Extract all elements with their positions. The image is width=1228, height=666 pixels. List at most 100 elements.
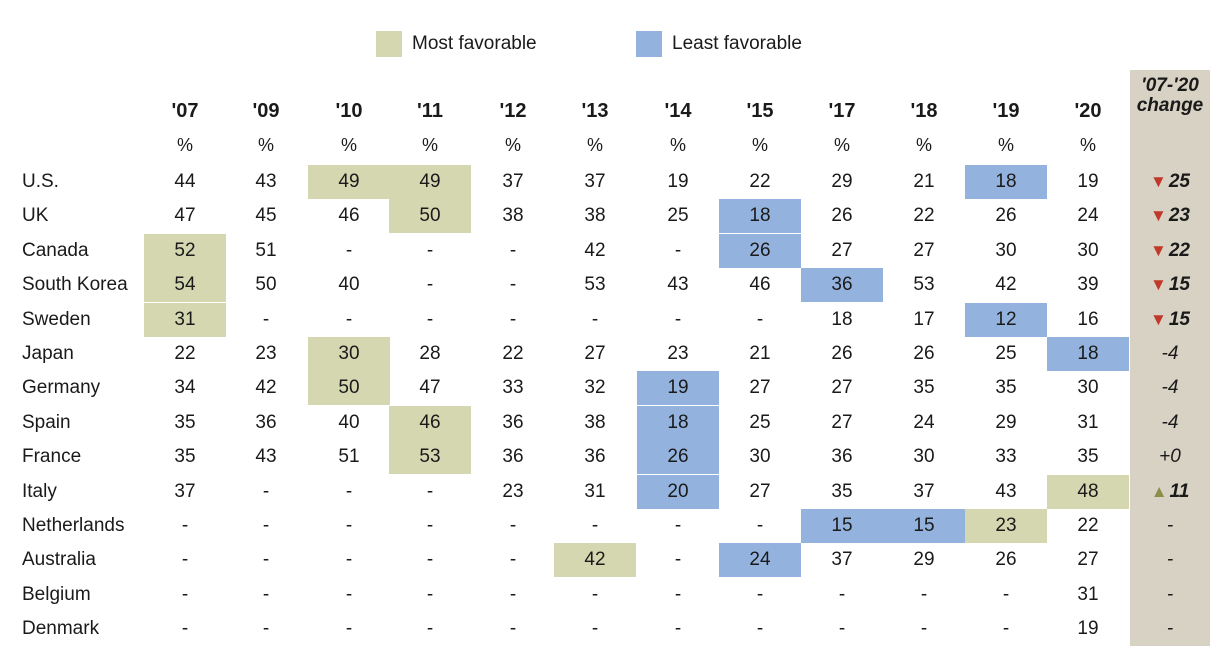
table-cell-value: 16 bbox=[1077, 308, 1099, 330]
column-header-year: '09 bbox=[252, 99, 280, 122]
table-cell-value: 21 bbox=[749, 343, 771, 364]
change-cell: ▲ 11 bbox=[1130, 475, 1210, 509]
table-cell-value: - bbox=[426, 515, 434, 536]
table-cell-value: 22 bbox=[502, 343, 524, 364]
table-cell-value: - bbox=[426, 239, 434, 261]
table-cell-value: - bbox=[838, 583, 846, 605]
row-label-country: Belgium bbox=[22, 583, 91, 605]
table-cell-value: - bbox=[756, 618, 764, 640]
column-unit-label: % bbox=[340, 134, 357, 155]
table-cell-value: 26 bbox=[831, 205, 853, 227]
table-cell-value: 22 bbox=[174, 343, 196, 364]
row-label-country: France bbox=[22, 446, 82, 468]
table-cell-value: 50 bbox=[255, 274, 277, 296]
table-cell-value: 42 bbox=[584, 239, 606, 261]
table-cell-value: 33 bbox=[502, 377, 524, 399]
row-label-country: Germany bbox=[22, 377, 101, 399]
change-cell: -4 bbox=[1130, 406, 1210, 440]
table-cell-value: - bbox=[262, 549, 270, 571]
table-cell-value: - bbox=[262, 515, 270, 536]
table-cell-value: 35 bbox=[913, 377, 935, 399]
down-arrow-icon: ▼ bbox=[1150, 206, 1167, 226]
table-cell-value: 32 bbox=[584, 377, 606, 399]
table-cell-value: - bbox=[591, 618, 599, 640]
table-cell-value: 46 bbox=[749, 274, 771, 296]
table-cell-value: 17 bbox=[913, 308, 935, 330]
table-cell-value: 27 bbox=[913, 239, 935, 261]
table-cell-value: 36 bbox=[502, 411, 524, 433]
column-header-year: '14 bbox=[664, 99, 692, 122]
table-cell-value: - bbox=[674, 308, 682, 330]
table-cell-value: 29 bbox=[995, 411, 1017, 433]
column-unit-label: % bbox=[669, 134, 686, 155]
change-value: 15 bbox=[1168, 308, 1190, 330]
column-unit-label: % bbox=[1079, 134, 1096, 155]
row-label-country: UK bbox=[22, 205, 49, 227]
table-cell-value: 38 bbox=[584, 205, 606, 227]
table-cell-value: - bbox=[756, 515, 764, 536]
legend-label-least: Least favorable bbox=[672, 33, 802, 54]
legend-most-favorable: Most favorable bbox=[376, 31, 537, 57]
table-cell-value: 51 bbox=[255, 239, 277, 261]
table-cell-value: 34 bbox=[174, 377, 196, 399]
change-value: -4 bbox=[1161, 411, 1179, 433]
table-cell-value: 22 bbox=[749, 171, 771, 192]
change-cell: ▼ 22 bbox=[1130, 234, 1210, 268]
table-cell-value: 53 bbox=[584, 274, 606, 296]
table-cell-value: 19 bbox=[667, 171, 689, 192]
change-cell: - bbox=[1130, 578, 1210, 612]
legend-swatch-most bbox=[376, 31, 402, 57]
table-cell-value: - bbox=[509, 308, 517, 330]
change-column-header: '07-'20 change bbox=[1130, 76, 1210, 116]
change-header-label: change bbox=[1136, 95, 1204, 116]
table-cell-value: 43 bbox=[255, 446, 277, 468]
table-cell-value: - bbox=[345, 549, 353, 571]
change-cell: ▼ 15 bbox=[1130, 303, 1210, 337]
table-cell-most-favorable: 49 bbox=[308, 165, 390, 199]
table-cell-value: 27 bbox=[749, 480, 771, 502]
table-cell-value: - bbox=[1002, 618, 1010, 640]
table-cell-least-favorable: 26 bbox=[637, 440, 719, 475]
table-cell-value: 35 bbox=[831, 480, 853, 502]
table-cell-value: 37 bbox=[831, 549, 853, 571]
row-label-country: Netherlands bbox=[22, 515, 125, 536]
table-cell-value: 26 bbox=[995, 205, 1017, 227]
change-cell: ▼ 25 bbox=[1130, 165, 1210, 199]
table-cell-value: 30 bbox=[1077, 377, 1099, 399]
table-cell-value: 23 bbox=[255, 343, 277, 364]
table-cell-most-favorable: 23 bbox=[965, 509, 1047, 543]
table-cell-value: 19 bbox=[1077, 618, 1099, 640]
table-cell-value: 37 bbox=[913, 480, 935, 502]
table-cell-value: 28 bbox=[419, 343, 441, 364]
column-unit-label: % bbox=[997, 134, 1014, 155]
table-cell-value: - bbox=[920, 583, 928, 605]
table-cell-value: - bbox=[181, 618, 189, 640]
table-cell-value: 26 bbox=[995, 549, 1017, 571]
table-cell-most-favorable: 42 bbox=[554, 543, 636, 578]
row-label-country: Spain bbox=[22, 411, 71, 433]
table-cell-least-favorable: 24 bbox=[719, 543, 801, 578]
table-cell-value: - bbox=[345, 583, 353, 605]
table-cell-value: 38 bbox=[584, 411, 606, 433]
change-value: -4 bbox=[1161, 343, 1179, 364]
row-label-country: Australia bbox=[22, 549, 96, 571]
column-unit-label: % bbox=[421, 134, 438, 155]
change-value: - bbox=[1166, 549, 1174, 571]
column-header-year: '07 bbox=[171, 99, 199, 122]
table-cell-value: 37 bbox=[584, 171, 606, 192]
table-cell-most-favorable: 30 bbox=[308, 337, 390, 371]
change-cell: -4 bbox=[1130, 371, 1210, 405]
table-cell-value: - bbox=[426, 618, 434, 640]
table-cell-value: 31 bbox=[1077, 411, 1099, 433]
table-cell-value: - bbox=[674, 549, 682, 571]
table-cell-value: - bbox=[345, 515, 353, 536]
table-cell-value: 22 bbox=[1077, 515, 1099, 536]
table-cell-value: 51 bbox=[338, 446, 360, 468]
column-unit-label: % bbox=[257, 134, 274, 155]
table-cell-least-favorable: 15 bbox=[801, 509, 883, 543]
legend-least-favorable: Least favorable bbox=[636, 31, 802, 57]
down-arrow-icon: ▼ bbox=[1150, 172, 1167, 191]
table-cell-value: 27 bbox=[584, 343, 606, 364]
row-label-country: U.S. bbox=[22, 171, 59, 192]
table-cell-value: 45 bbox=[255, 205, 277, 227]
